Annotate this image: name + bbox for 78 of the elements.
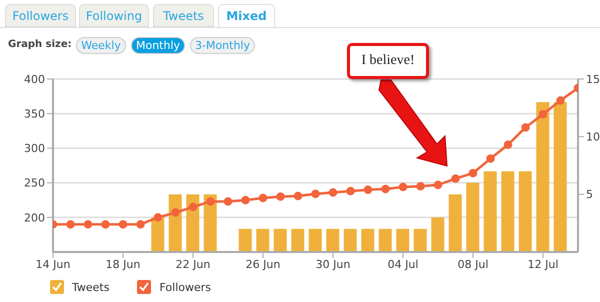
bar <box>501 171 514 252</box>
bar <box>274 228 287 252</box>
point <box>188 202 198 212</box>
text: 3-Monthly <box>190 37 255 54</box>
point <box>416 182 425 191</box>
bar <box>448 194 462 252</box>
point <box>294 192 302 200</box>
y2-tick-label: 10 <box>586 130 600 144</box>
point <box>468 168 478 178</box>
legend-label: Tweets <box>72 280 110 294</box>
legend-label: Followers <box>159 280 212 294</box>
bar <box>308 228 322 252</box>
point <box>136 220 145 229</box>
point <box>398 182 408 192</box>
bar <box>554 102 567 252</box>
x-tick-label: 18 Jun <box>106 258 140 271</box>
point <box>101 220 110 229</box>
point <box>276 192 285 201</box>
bar <box>518 171 532 252</box>
bar <box>536 102 550 252</box>
point <box>241 196 250 204</box>
y-tick-label: 200 <box>24 211 45 224</box>
point <box>434 180 442 190</box>
x-tick-label: 22 Jun <box>176 258 210 271</box>
text: Followers <box>5 4 76 27</box>
x-tick-label: 12 Jul <box>528 258 558 271</box>
y-tick-label: 250 <box>24 176 45 190</box>
text: Mixed <box>218 4 275 27</box>
bar <box>484 171 497 252</box>
x-tick-label: 04 Jul <box>388 258 418 271</box>
point <box>346 186 355 196</box>
x-tick-label: 26 Jun <box>246 258 280 271</box>
bar <box>204 194 217 252</box>
point <box>486 154 495 163</box>
y-tick-label: 350 <box>24 108 45 121</box>
y-tick-label: 400 <box>24 72 45 86</box>
point <box>504 140 512 149</box>
bar <box>326 228 340 252</box>
x-tick-label: 14 Jun <box>36 258 70 271</box>
point <box>311 190 320 198</box>
bar <box>256 228 270 252</box>
text: Weekly <box>76 37 126 54</box>
point <box>171 208 180 217</box>
bar <box>431 217 444 252</box>
bar <box>186 194 200 252</box>
bar <box>291 228 304 252</box>
text: Following <box>79 4 149 27</box>
point <box>206 197 215 206</box>
point <box>154 213 162 222</box>
text: Monthly <box>131 37 185 54</box>
y2-tick-label: 15 <box>586 72 600 86</box>
bar <box>378 228 392 252</box>
point <box>556 96 565 105</box>
text: I believe! <box>347 43 429 79</box>
bar <box>344 228 357 252</box>
point <box>258 194 268 202</box>
y-tick-label: 300 <box>24 142 45 156</box>
point <box>328 188 338 197</box>
x-tick-label: 08 Jul <box>458 258 488 271</box>
bar <box>396 228 410 252</box>
bar <box>466 182 480 252</box>
bar <box>361 228 374 252</box>
point <box>118 220 128 229</box>
bar <box>238 228 252 252</box>
point <box>381 184 390 194</box>
text: Tweets <box>153 4 214 27</box>
point <box>224 197 232 206</box>
point <box>84 220 92 229</box>
point <box>538 110 548 119</box>
x-tick-label: 30 Jun <box>316 258 350 271</box>
y2-tick-label: 5 <box>586 188 593 202</box>
text: Graph size: <box>8 39 72 50</box>
point <box>451 174 460 183</box>
point <box>364 185 372 194</box>
point <box>521 123 530 132</box>
bar <box>168 194 182 252</box>
bar <box>414 228 427 252</box>
point <box>66 220 75 229</box>
